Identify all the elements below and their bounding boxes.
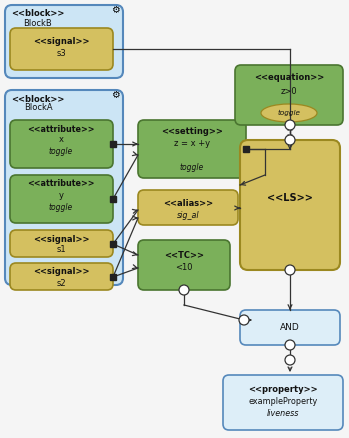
- FancyBboxPatch shape: [10, 28, 113, 70]
- FancyBboxPatch shape: [5, 5, 123, 78]
- Text: <<attribute>>: <<attribute>>: [27, 180, 95, 188]
- Bar: [110, 141, 116, 147]
- Text: sig_al: sig_al: [177, 211, 199, 219]
- Text: <<LS>>: <<LS>>: [267, 193, 313, 203]
- Bar: [110, 196, 116, 202]
- Text: <<attribute>>: <<attribute>>: [27, 124, 95, 134]
- FancyBboxPatch shape: [138, 120, 246, 178]
- Text: BlockA: BlockA: [24, 103, 52, 113]
- Text: toggle: toggle: [180, 162, 204, 172]
- FancyBboxPatch shape: [138, 190, 238, 225]
- Text: toggle: toggle: [49, 202, 73, 212]
- Bar: [110, 241, 116, 247]
- Text: s2: s2: [56, 279, 66, 287]
- Bar: [110, 274, 116, 280]
- FancyBboxPatch shape: [5, 90, 123, 285]
- Circle shape: [239, 315, 249, 325]
- FancyBboxPatch shape: [240, 310, 340, 345]
- Text: <<signal>>: <<signal>>: [33, 36, 89, 46]
- Text: s1: s1: [56, 246, 66, 254]
- Text: AND: AND: [280, 322, 300, 332]
- Circle shape: [285, 355, 295, 365]
- Text: z>0: z>0: [281, 86, 297, 95]
- Circle shape: [285, 120, 295, 130]
- Circle shape: [285, 340, 295, 350]
- Bar: [243, 146, 249, 152]
- Text: <<block>>: <<block>>: [11, 10, 65, 18]
- Text: BlockB: BlockB: [24, 18, 52, 28]
- Text: <<block>>: <<block>>: [11, 95, 65, 103]
- Text: z = x +y: z = x +y: [174, 138, 210, 148]
- Text: <<signal>>: <<signal>>: [33, 234, 89, 244]
- FancyBboxPatch shape: [223, 375, 343, 430]
- FancyBboxPatch shape: [10, 175, 113, 223]
- Text: toggle: toggle: [277, 110, 300, 116]
- Text: <<alias>>: <<alias>>: [163, 198, 213, 208]
- Text: <<setting>>: <<setting>>: [161, 127, 223, 135]
- Circle shape: [285, 265, 295, 275]
- Circle shape: [285, 135, 295, 145]
- Text: exampleProperty: exampleProperty: [248, 398, 318, 406]
- FancyBboxPatch shape: [235, 65, 343, 125]
- Circle shape: [179, 285, 189, 295]
- Text: liveness: liveness: [267, 410, 299, 418]
- Text: s3: s3: [56, 49, 66, 57]
- Text: toggle: toggle: [49, 148, 73, 156]
- Text: ⚙: ⚙: [111, 90, 119, 100]
- Text: y: y: [59, 191, 64, 199]
- Text: <10: <10: [175, 264, 193, 272]
- Text: <<property>>: <<property>>: [248, 385, 318, 395]
- FancyBboxPatch shape: [138, 240, 230, 290]
- FancyBboxPatch shape: [10, 263, 113, 290]
- Text: <<TC>>: <<TC>>: [164, 251, 204, 259]
- FancyBboxPatch shape: [240, 140, 340, 270]
- Text: <<signal>>: <<signal>>: [33, 268, 89, 276]
- FancyBboxPatch shape: [10, 230, 113, 257]
- FancyBboxPatch shape: [10, 120, 113, 168]
- Ellipse shape: [261, 104, 317, 122]
- Text: <<equation>>: <<equation>>: [254, 74, 324, 82]
- Text: ⚙: ⚙: [111, 5, 119, 15]
- Text: x: x: [59, 135, 64, 145]
